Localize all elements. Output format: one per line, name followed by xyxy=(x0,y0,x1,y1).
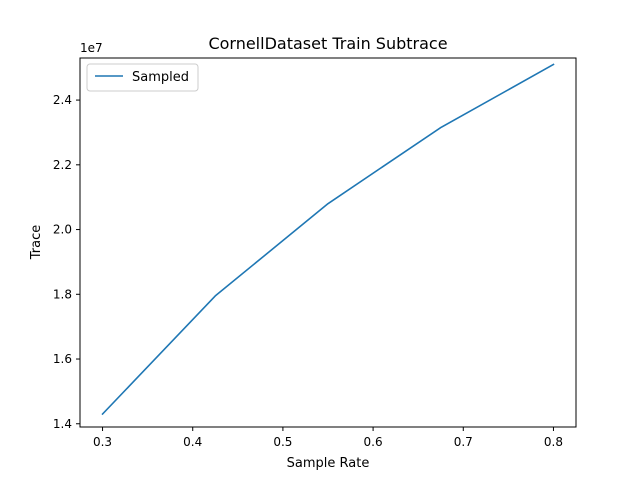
y-tick-label: 2.4 xyxy=(53,93,72,107)
plot-area xyxy=(80,58,576,427)
x-tick-label: 0.6 xyxy=(364,435,383,449)
legend: Sampled xyxy=(87,64,198,91)
x-tick-label: 0.8 xyxy=(544,435,563,449)
y-axis-offset-label: 1e7 xyxy=(80,41,103,55)
x-tick-label: 0.5 xyxy=(273,435,292,449)
y-tick-label: 1.4 xyxy=(53,417,72,431)
y-tick-label: 2.2 xyxy=(53,158,72,172)
y-tick-label: 1.6 xyxy=(53,352,72,366)
y-tick-label: 1.8 xyxy=(53,287,72,301)
y-tick-label: 2.0 xyxy=(53,223,72,237)
y-axis-ticks: 1.4 1.6 1.8 2.0 2.2 2.4 xyxy=(53,93,80,431)
x-axis-label: Sample Rate xyxy=(287,456,370,471)
y-axis-label: Trace xyxy=(29,225,44,261)
chart-title: CornellDataset Train Subtrace xyxy=(208,34,447,53)
x-tick-label: 0.4 xyxy=(183,435,202,449)
x-tick-label: 0.3 xyxy=(93,435,112,449)
x-axis-ticks: 0.3 0.4 0.5 0.6 0.7 0.8 xyxy=(93,427,563,449)
legend-label-sampled: Sampled xyxy=(132,70,189,85)
x-tick-label: 0.7 xyxy=(454,435,473,449)
